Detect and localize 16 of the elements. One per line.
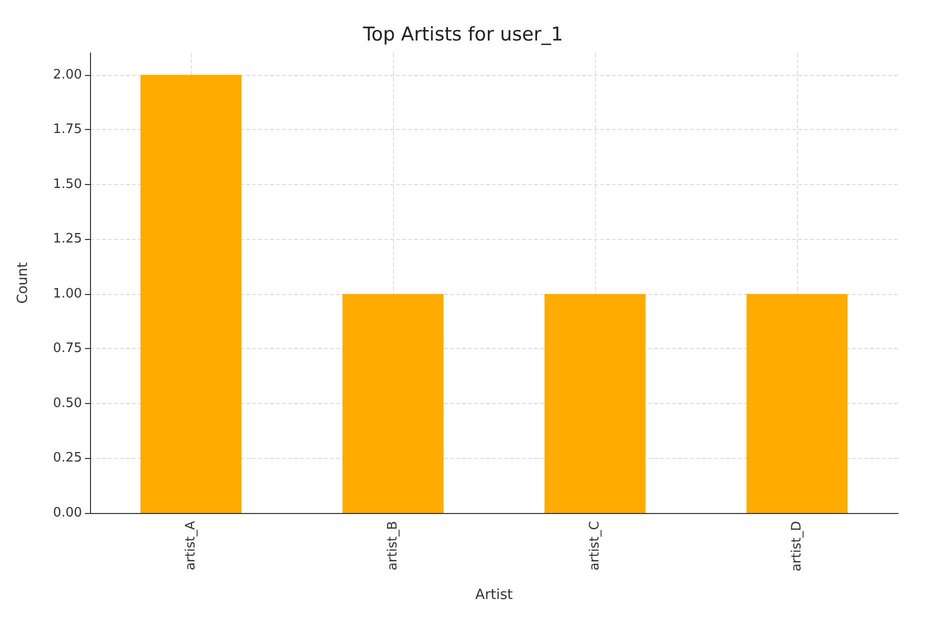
x-tick-label: artist_A bbox=[184, 520, 198, 570]
y-tick-label: 1.75 bbox=[53, 122, 82, 138]
y-tick-label: 1.50 bbox=[53, 176, 82, 192]
y-tick-label: 2.00 bbox=[53, 67, 82, 82]
y-tick-label: 0.75 bbox=[53, 341, 82, 356]
x-axis-title: Artist bbox=[475, 587, 514, 603]
y-tick-label: 1.00 bbox=[53, 286, 82, 302]
chart-title: Top Artists for user_1 bbox=[362, 24, 564, 46]
y-tick-label: 0.50 bbox=[53, 396, 82, 411]
x-tick-label: artist_B bbox=[386, 521, 400, 570]
y-axis-title: Count bbox=[15, 262, 31, 304]
y-tick-label: 1.25 bbox=[53, 232, 82, 247]
y-tick-label: 0.25 bbox=[53, 450, 82, 466]
x-tick-label: artist_C bbox=[588, 521, 602, 570]
y-tick-label: 0.00 bbox=[53, 506, 82, 520]
x-tick-label: artist_D bbox=[790, 521, 804, 572]
